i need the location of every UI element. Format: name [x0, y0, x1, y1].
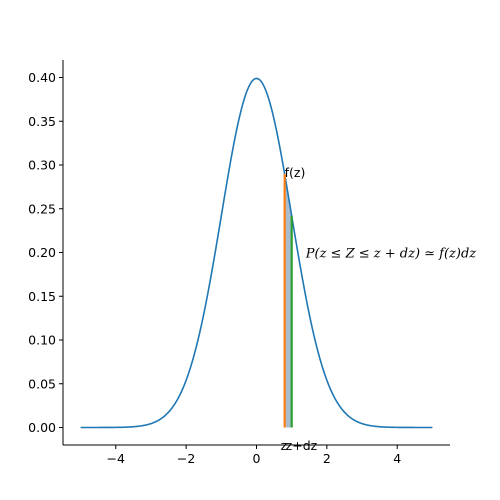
y-tick-label: 0.30 — [28, 158, 56, 173]
x-tick-label: 4 — [393, 451, 401, 466]
y-tick-label: 0.10 — [28, 333, 56, 348]
x-tick-label: −2 — [177, 451, 195, 466]
fz-annotation: f(z) — [285, 165, 306, 180]
y-tick-label: 0.00 — [28, 420, 56, 435]
y-tick-label: 0.15 — [28, 289, 56, 304]
x-tick-label: −4 — [107, 451, 125, 466]
x-tick-label: 0 — [253, 451, 261, 466]
x-tick-label: 2 — [323, 451, 331, 466]
y-tick-label: 0.05 — [28, 376, 56, 391]
x-ticks: −4 −2 0 2 4 — [107, 445, 401, 466]
zdz-annotation: z+dz — [286, 438, 318, 453]
pdf-curve-layer — [80, 77, 433, 429]
y-ticks: 0.00 0.05 0.10 0.15 0.20 0.25 0.30 0.35 0.40 — [28, 70, 63, 435]
shaded-probability-area — [284, 174, 292, 428]
series-line-0 — [80, 77, 433, 429]
vertical-lines-layer — [283, 174, 293, 428]
y-tick-label: 0.25 — [28, 201, 56, 216]
y-tick-label: 0.40 — [28, 70, 56, 85]
y-tick-label: 0.35 — [28, 114, 56, 129]
shaded-area-layer — [284, 174, 292, 428]
z-annotation: z — [281, 438, 288, 453]
y-tick-label: 0.20 — [28, 245, 56, 260]
probability-annotation: P(z ≤ Z ≤ z + dz) ≃ f(z)dz — [305, 247, 477, 262]
